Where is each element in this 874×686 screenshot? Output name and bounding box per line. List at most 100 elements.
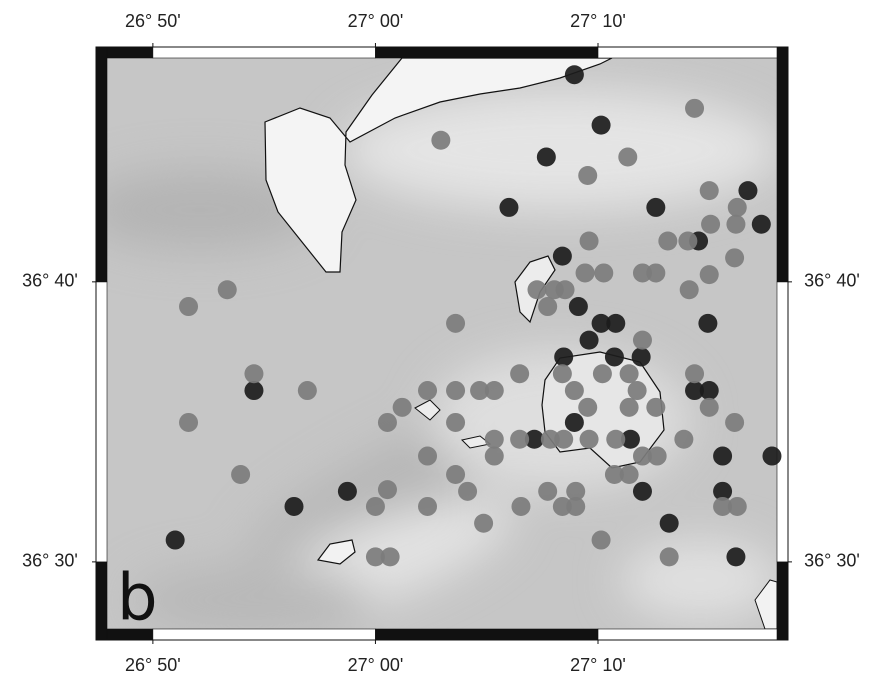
epicenter [418,497,437,516]
epicenter [537,148,556,167]
page: {"chart_data": {"type": "scatter", "pane… [0,0,874,686]
epicenter [700,398,719,417]
epicenter [606,314,625,333]
scale-bar [153,47,376,58]
epicenter [553,364,572,383]
epicenter [700,265,719,284]
epicenter [485,447,504,466]
epicenter [618,148,637,167]
epicenter [431,131,450,150]
epicenter [648,447,667,466]
epicenter [633,331,652,350]
epicenter [485,381,504,400]
epicenter [592,531,611,550]
epicenter [298,381,317,400]
map: b 26° 50'26° 50'27° 00'27° 00'27° 10'27°… [0,0,874,686]
scale-bar [96,47,107,282]
epicenter [592,116,611,135]
epicenter [700,181,719,200]
epicenter [556,280,575,299]
x-tick-label: 26° 50' [125,655,181,675]
epicenter [458,482,477,501]
epicenter [510,364,529,383]
epicenter [594,263,613,282]
epicenter [244,364,263,383]
epicenter [565,65,584,84]
epicenter [580,430,599,449]
epicenter [728,497,747,516]
epicenter [632,347,651,366]
epicenter [660,547,679,566]
epicenter [554,430,573,449]
epicenter [418,447,437,466]
scale-bar [375,47,598,58]
epicenter [633,482,652,501]
epicenter [674,430,693,449]
panel-label: b [117,562,158,636]
epicenter [179,413,198,432]
epicenter [725,413,744,432]
epicenter [231,465,250,484]
epicenter [685,99,704,118]
epicenter [566,497,585,516]
epicenter [701,215,720,234]
epicenter [554,347,573,366]
epicenter [698,314,717,333]
epicenter [446,381,465,400]
epicenter [527,280,546,299]
epicenter [620,364,639,383]
epicenter [658,232,677,251]
epicenter [393,398,412,417]
epicenter [580,232,599,251]
epicenter [646,398,665,417]
epicenter [244,381,263,400]
scale-bar [598,629,788,640]
epicenter [628,381,647,400]
scale-bar [375,629,598,640]
epicenter [378,480,397,499]
epicenter [725,248,744,267]
epicenter [446,465,465,484]
epicenter [726,215,745,234]
epicenter [499,198,518,217]
y-tick-label: 36° 40' [22,271,78,291]
scale-bar [96,562,107,640]
epicenter [218,280,237,299]
epicenter [762,447,781,466]
epicenter [378,413,397,432]
epicenter [446,413,465,432]
epicenter [713,447,732,466]
epicenter [685,364,704,383]
epicenter [474,514,493,533]
epicenter [605,347,624,366]
scale-bar [153,629,376,640]
epicenter [485,430,504,449]
epicenter [166,531,185,550]
epicenter [510,430,529,449]
epicenter [446,314,465,333]
epicenter [752,215,771,234]
y-tick-label: 36° 30' [22,551,78,571]
epicenter [565,381,584,400]
epicenter [726,547,745,566]
x-tick-label: 27° 00' [348,11,404,31]
scale-bar [96,282,107,562]
epicenter [620,465,639,484]
x-tick-label: 27° 00' [348,655,404,675]
epicenter [569,297,588,316]
scale-bar [777,562,788,640]
epicenter [700,381,719,400]
epicenter [381,547,400,566]
epicenter [179,297,198,316]
epicenter [538,482,557,501]
epicenter [646,198,665,217]
epicenter [660,514,679,533]
x-tick-label: 26° 50' [125,11,181,31]
epicenter [578,398,597,417]
epicenter [680,280,699,299]
epicenter [578,166,597,185]
y-tick-label: 36° 30' [804,551,860,571]
epicenter [538,297,557,316]
scale-bar [777,282,788,562]
scale-bar [777,47,788,282]
